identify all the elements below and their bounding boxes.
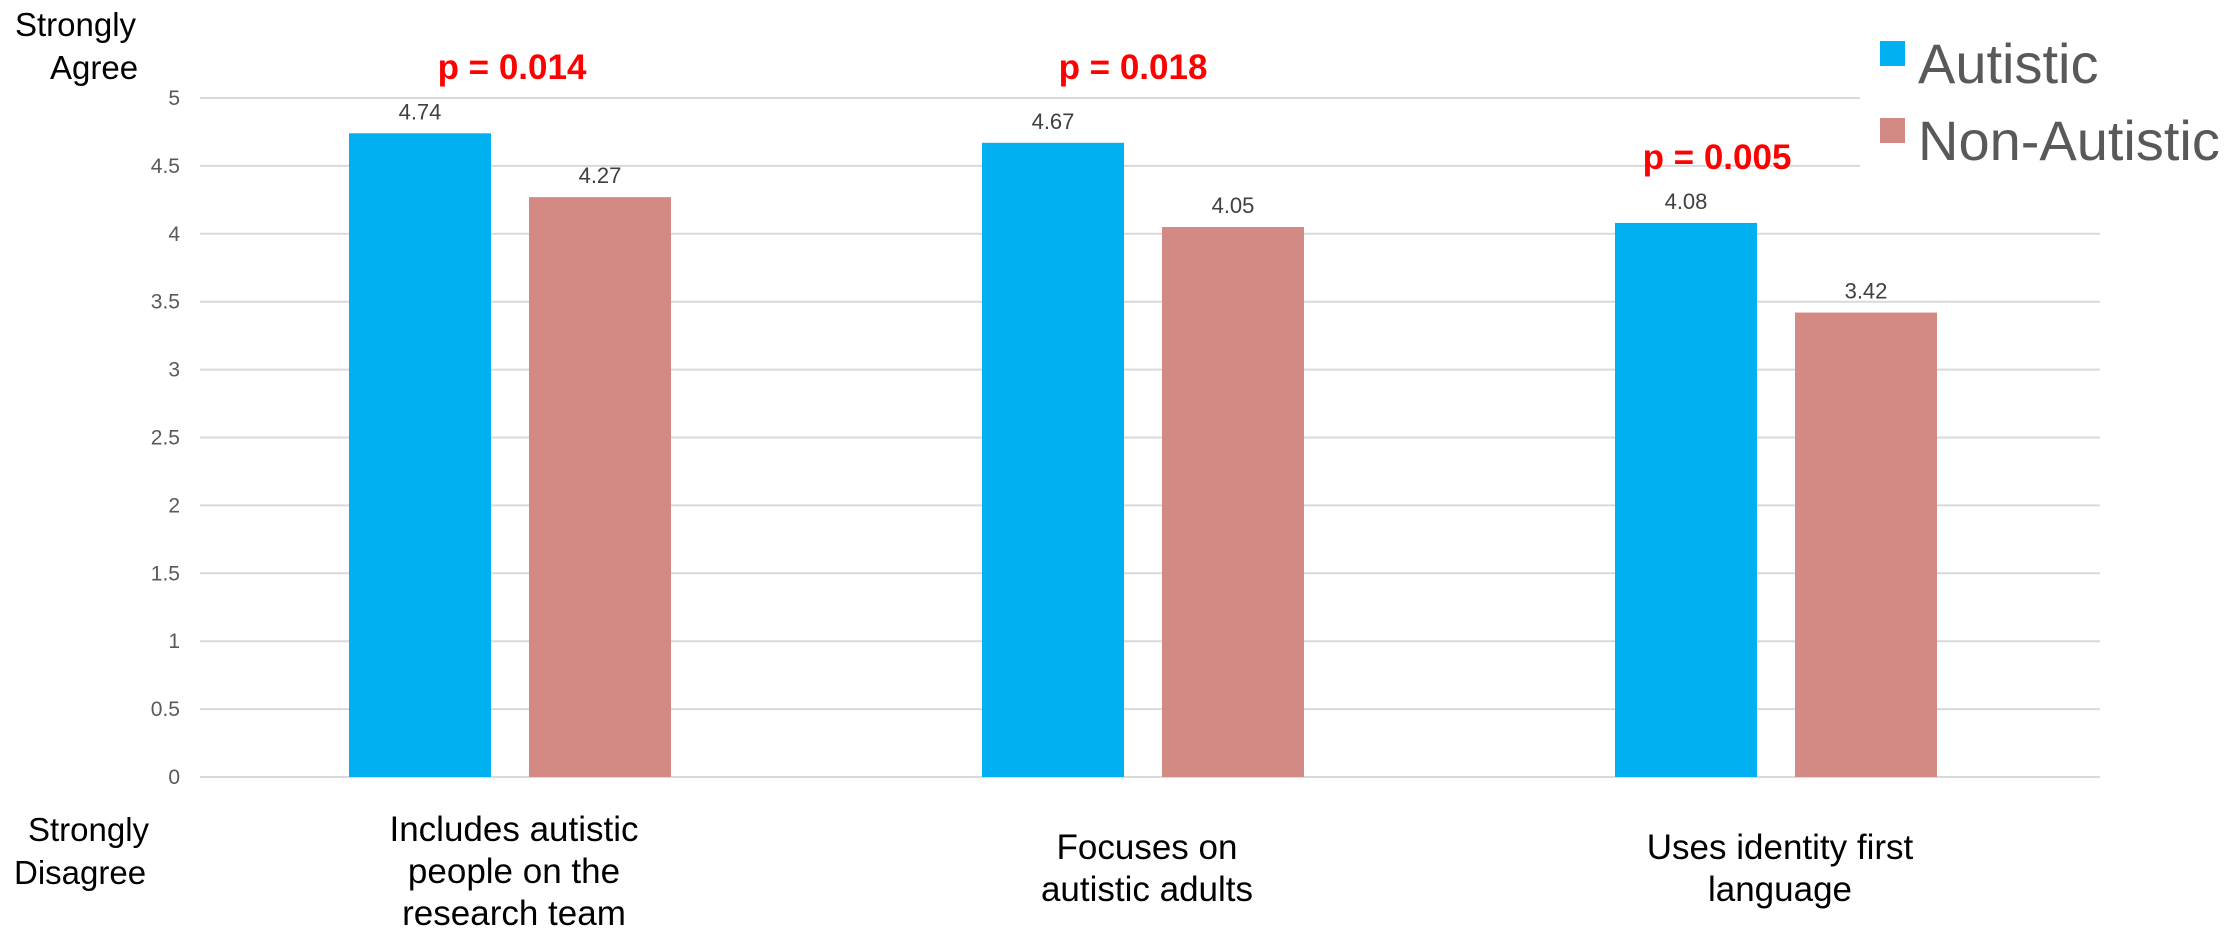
category-label: Focuses on: [1057, 828, 1238, 867]
bar-non-autistic: [1795, 312, 1937, 777]
p-value-annotations: p = 0.014 p = 0.018 p = 0.005: [438, 48, 1792, 177]
y-bottom-label: Disagree: [14, 854, 146, 891]
data-label: 3.42: [1845, 279, 1888, 304]
y-tick-label: 1.5: [151, 562, 180, 585]
y-tick-label: 3: [168, 359, 180, 382]
category-label: Includes autistic: [389, 810, 638, 849]
y-tick-label: 4: [168, 223, 180, 246]
y-tick-label: 2.5: [151, 427, 180, 450]
legend-label: Non-Autistic: [1918, 109, 2220, 172]
bars: [349, 133, 1937, 778]
bar-autistic: [982, 142, 1124, 778]
y-tick-label: 3.5: [151, 291, 180, 314]
y-axis-end-labels: Strongly Agree Strongly Disagree: [14, 6, 150, 891]
bar-non-autistic: [529, 197, 671, 777]
category-label: Uses identity first: [1647, 828, 1914, 867]
data-label: 4.27: [579, 163, 622, 188]
p-value-label: p = 0.005: [1643, 138, 1792, 177]
legend-swatch: [1880, 41, 1905, 66]
category-label: autistic adults: [1041, 870, 1253, 909]
bar-autistic: [349, 133, 491, 778]
p-value-label: p = 0.014: [438, 48, 587, 87]
data-label: 4.67: [1032, 109, 1075, 134]
data-label: 4.74: [399, 99, 442, 124]
legend-background: [1860, 0, 2226, 180]
y-tick-label: 4.5: [151, 155, 180, 178]
y-tick-label: 0: [168, 766, 180, 789]
category-label: people on the: [408, 852, 620, 891]
bar-non-autistic: [1162, 227, 1304, 777]
legend-swatch: [1880, 118, 1905, 143]
p-value-label: p = 0.018: [1059, 48, 1208, 87]
category-label: research team: [402, 894, 626, 928]
category-label: language: [1708, 870, 1852, 909]
data-labels: 4.74 4.67 4.08 4.27 4.05 3.42: [399, 99, 1888, 303]
gridlines: [200, 97, 2100, 778]
data-label: 4.08: [1665, 189, 1708, 214]
y-tick-label: 0.5: [151, 698, 180, 721]
y-top-label: Strongly: [15, 6, 137, 43]
y-axis-ticks: 0 0.5 1 1.5 2 2.5 3 3.5 4 4.5 5: [151, 87, 181, 789]
legend: Autistic Non-Autistic: [1860, 0, 2226, 180]
legend-label: Autistic: [1918, 32, 2099, 95]
bar-autistic: [1615, 222, 1757, 777]
y-bottom-label: Strongly: [28, 811, 150, 848]
y-top-label: Agree: [50, 49, 138, 86]
data-label: 4.05: [1212, 193, 1255, 218]
y-tick-label: 2: [168, 494, 180, 517]
y-tick-label: 1: [168, 630, 180, 653]
y-tick-label: 5: [168, 87, 180, 110]
